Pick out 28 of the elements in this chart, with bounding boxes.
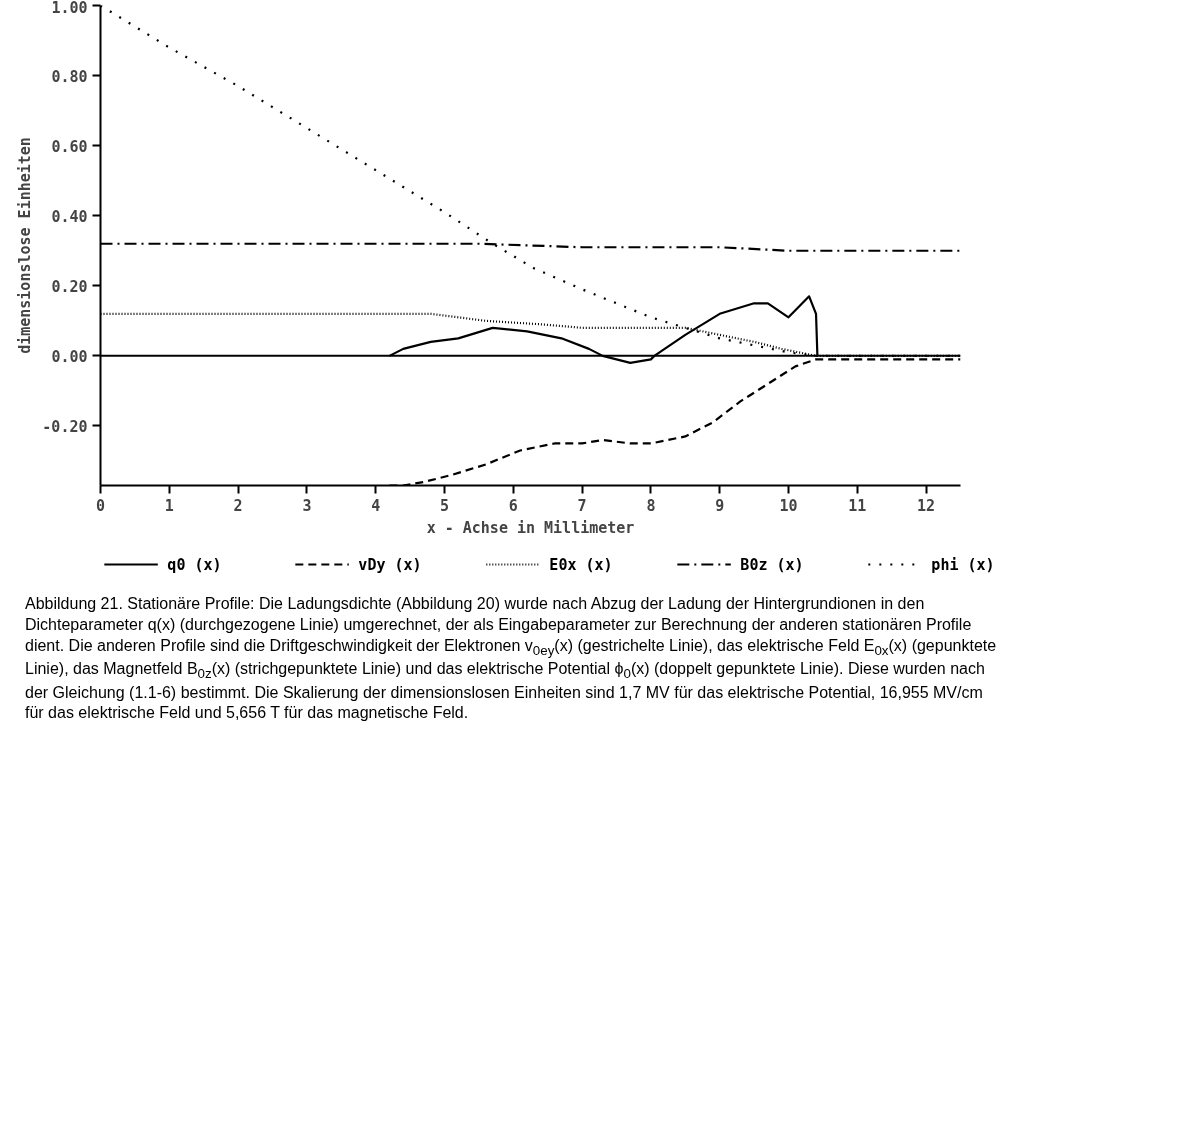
legend-label: vDy (x) bbox=[358, 555, 422, 574]
y-tick-label: 0.60 bbox=[51, 137, 88, 156]
x-axis-title: x - Achse in Millimeter bbox=[426, 518, 635, 537]
legend-label: E0x (x) bbox=[549, 555, 613, 574]
legend-label: q0 (x) bbox=[167, 555, 222, 574]
y-tick-label: 0.40 bbox=[51, 207, 88, 226]
y-tick-label: 0.00 bbox=[51, 347, 88, 366]
y-axis-title: dimensionslose Einheiten bbox=[16, 137, 35, 354]
x-tick-label: 0 bbox=[95, 496, 106, 515]
y-tick-label: 0.80 bbox=[51, 67, 88, 86]
y-tick-label: -0.20 bbox=[42, 417, 88, 436]
x-tick-label: 6 bbox=[508, 496, 518, 515]
x-tick-label: 4 bbox=[371, 496, 381, 515]
x-tick-label: 5 bbox=[439, 496, 450, 515]
y-tick-label: 1.00 bbox=[51, 0, 88, 17]
legend-label: phi (x) bbox=[931, 555, 995, 574]
legend-label: B0z (x) bbox=[740, 555, 804, 574]
x-tick-label: 1 bbox=[164, 496, 174, 515]
x-tick-label: 10 bbox=[779, 496, 798, 515]
text: Abbildung 21. Stationäre Profile: Die Ladungsdichte (Abbildung 20) wurde nach Abzug der Ladung der Hintergrundionen in den Dichteparameter q(x) (durchgezogene Linie) umgerechnet, der als Eingabeparameter zur Berechnung der anderen stationären Profile dient. Die anderen Profile sind die Driftgeschwindigkeit der Elektronen v$_{0ey}$(x) (gestrichelte Linie), das elektrische Feld E$_{0x}$(x) (gepunktete Linie), das Magnetfeld B$_{0z}$(x) (strichgepunktete Linie) und das elektrische Potential ϕ$_{0}$(x) (doppelt gepunktete Linie). Diese wurden nach der Gleichung (1.1-6) bestimmt. Die Skalierung der dimensionslosen Einheiten sind 1,7 MV für das elektrische Potential, 16,955 MV/cm für das elektrische Feld und 5,656 T für das magnetische Feld. bbox=[25, 595, 997, 722]
x-tick-label: 2 bbox=[233, 496, 243, 515]
x-tick-label: 3 bbox=[302, 496, 312, 515]
x-tick-label: 7 bbox=[577, 496, 587, 515]
x-tick-label: 8 bbox=[646, 496, 656, 515]
x-tick-label: 12 bbox=[917, 496, 936, 515]
y-tick-label: 0.20 bbox=[51, 277, 88, 296]
x-tick-label: 9 bbox=[715, 496, 725, 515]
x-tick-label: 11 bbox=[848, 496, 867, 515]
